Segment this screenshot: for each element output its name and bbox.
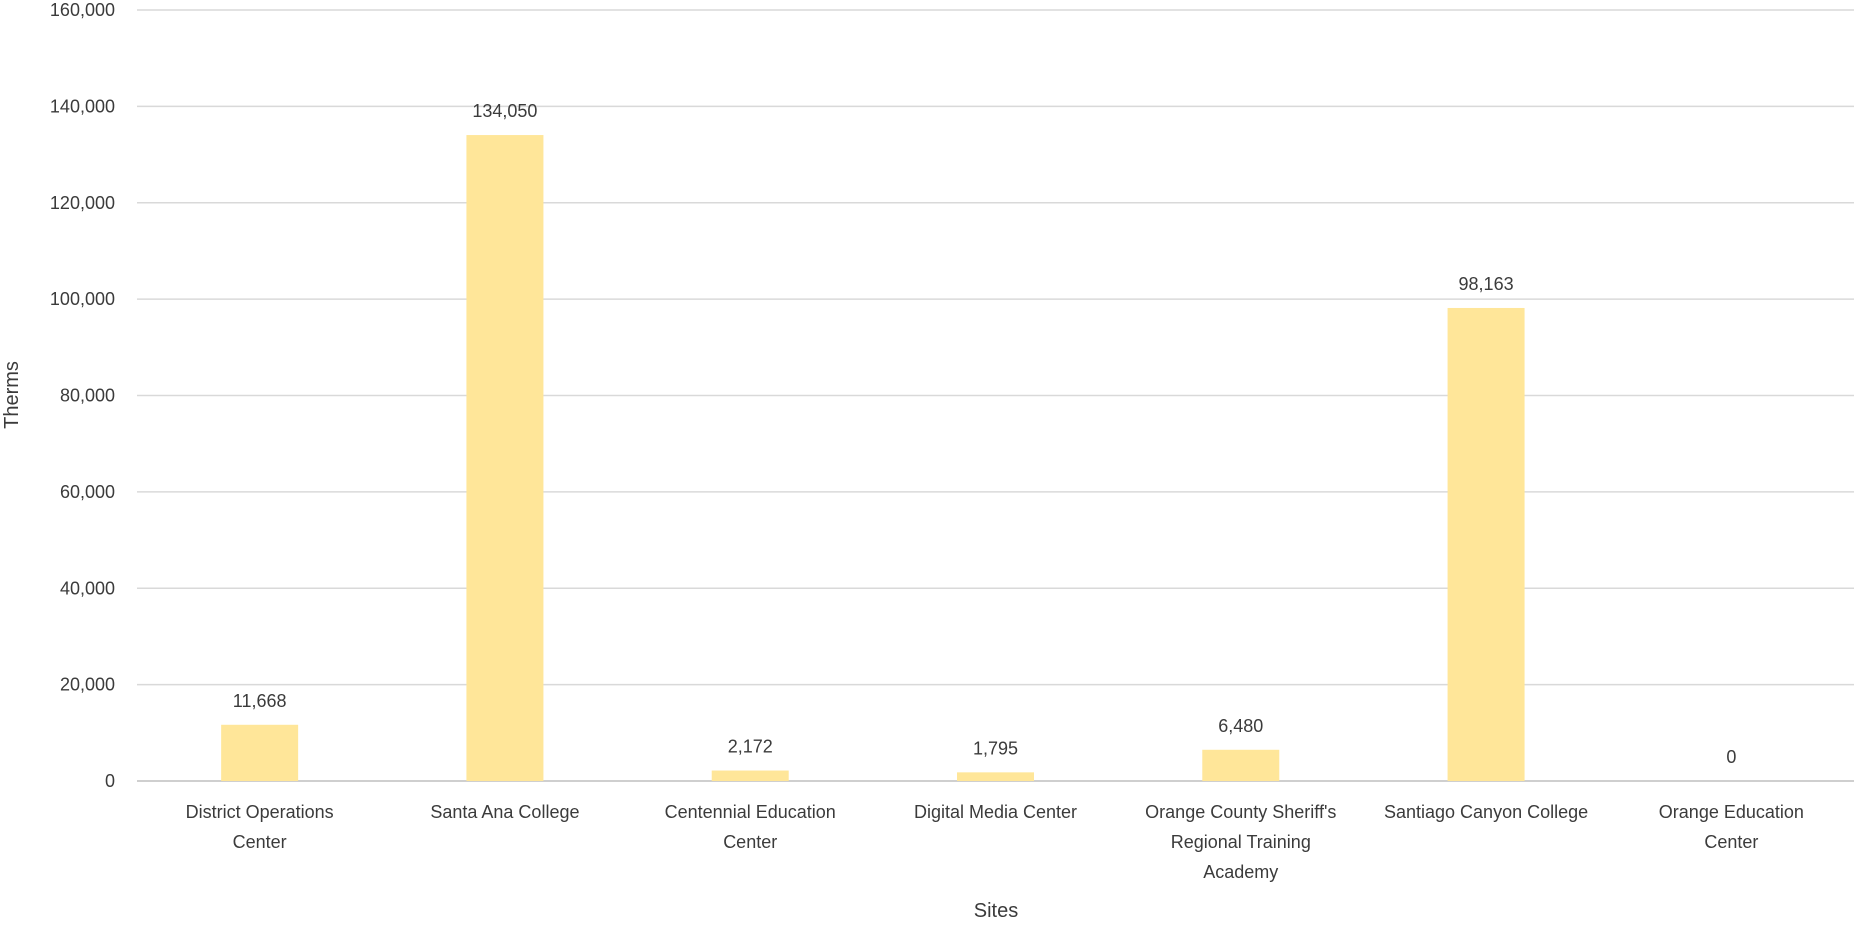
category-label: Santiago Canyon College (1384, 802, 1588, 822)
y-axis-title: Therms (1, 361, 23, 429)
gridlines (137, 9, 1854, 782)
category-label-line: Orange County Sheriff's (1145, 802, 1336, 822)
y-tick-label: 120,000 (50, 193, 115, 213)
y-tick-label: 40,000 (60, 578, 115, 598)
data-label: 98,163 (1459, 274, 1514, 294)
bar (466, 135, 544, 781)
category-label-line: Regional Training (1171, 832, 1311, 852)
category-label-line: Digital Media Center (914, 802, 1077, 822)
data-label: 11,668 (233, 691, 287, 711)
category-label: Digital Media Center (914, 802, 1077, 822)
bar (1447, 307, 1525, 781)
category-label-line: Center (1704, 832, 1758, 852)
category-label-line: Santa Ana College (430, 802, 579, 822)
category-label-line: Center (233, 832, 287, 852)
category-label: Orange Education Center (1659, 802, 1804, 852)
category-label-line: Center (723, 832, 777, 852)
x-axis-categories: District Operations Center Santa Ana Colle… (186, 802, 1804, 882)
category-label-line: Academy (1203, 862, 1278, 882)
category-label-line: District Operations (186, 802, 334, 822)
category-label: Centennial Education Center (665, 802, 836, 852)
y-tick-label: 80,000 (60, 386, 115, 406)
y-axis-ticks: 0 20,000 40,000 60,000 80,000 100,000 120,000 1… (50, 0, 115, 791)
y-tick-label: 160,000 (50, 0, 115, 20)
data-label: 0 (1726, 747, 1736, 767)
y-tick-label: 20,000 (60, 675, 115, 695)
category-label-line: Centennial Education (665, 802, 836, 822)
data-label: 1,795 (973, 738, 1018, 758)
y-tick-label: 100,000 (50, 289, 115, 309)
bars (221, 135, 1525, 781)
bar (1202, 749, 1280, 781)
category-label-line: Orange Education (1659, 802, 1804, 822)
category-label: Orange County Sheriff's Regional Training… (1145, 802, 1336, 882)
data-label: 2,172 (728, 737, 773, 757)
data-labels: 11,668 134,050 2,172 1,795 6,480 98,163 0 (233, 101, 1737, 767)
x-axis-title: Sites (974, 900, 1018, 922)
category-label: District Operations Center (186, 802, 334, 852)
category-label-line: Santiago Canyon College (1384, 802, 1588, 822)
y-tick-label: 0 (105, 771, 115, 791)
category-label: Santa Ana College (430, 802, 579, 822)
bar (221, 724, 299, 781)
data-label: 6,480 (1218, 716, 1263, 736)
y-tick-label: 60,000 (60, 482, 115, 502)
bar (711, 770, 789, 781)
bar (957, 772, 1034, 781)
y-tick-label: 140,000 (50, 96, 115, 116)
data-label: 134,050 (472, 101, 537, 121)
